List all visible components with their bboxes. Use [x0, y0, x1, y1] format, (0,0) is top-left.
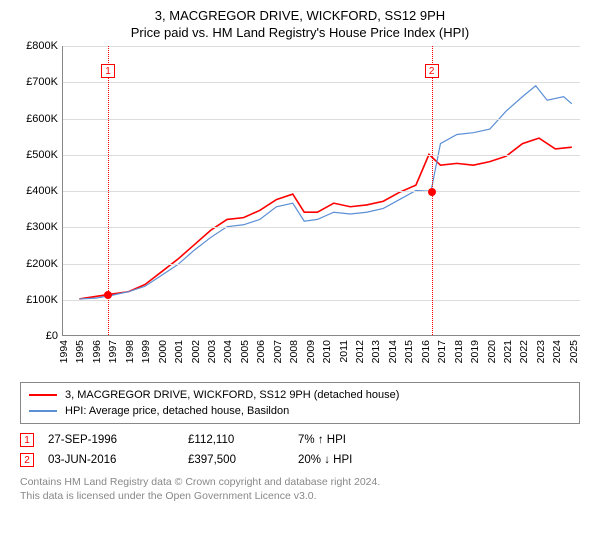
x-tick-label: 1997 [107, 340, 119, 363]
y-tick-label: £400K [26, 185, 58, 197]
event-pct-vs-hpi: 20% ↓ HPI [298, 454, 580, 466]
footnote-line-2: This data is licensed under the Open Gov… [20, 490, 580, 504]
x-tick-label: 2013 [370, 340, 382, 363]
event-date: 27-SEP-1996 [48, 434, 188, 446]
x-tick-label: 2000 [157, 340, 169, 363]
x-tick-label: 2005 [239, 340, 251, 363]
y-tick-label: £600K [26, 113, 58, 125]
x-tick-label: 2006 [255, 340, 267, 363]
events-table: 1 27-SEP-1996£112,1107% ↑ HPI 2 03-JUN-2016… [20, 430, 580, 470]
x-tick-label: 2023 [535, 340, 547, 363]
legend-row: 3, MACGREGOR DRIVE, WICKFORD, SS12 9PH (… [29, 387, 571, 403]
footnote: Contains HM Land Registry data © Crown c… [20, 476, 580, 503]
legend-label: HPI: Average price, detached house, Basi… [65, 405, 289, 417]
title-line-2: Price paid vs. HM Land Registry's House … [8, 25, 592, 40]
x-tick-label: 1996 [91, 340, 103, 363]
x-tick-label: 2020 [486, 340, 498, 363]
legend-swatch [29, 394, 57, 396]
x-tick-label: 2001 [173, 340, 185, 363]
event-number-box: 1 [20, 433, 34, 447]
x-tick-label: 2015 [403, 340, 415, 363]
gridline [63, 300, 580, 301]
x-tick-label: 1999 [140, 340, 152, 363]
x-tick-label: 2021 [502, 340, 514, 363]
event-number-box: 2 [20, 453, 34, 467]
gridline [63, 82, 580, 83]
chart-container: £0£100K£200K£300K£400K£500K£600K£700K£80… [20, 46, 580, 376]
y-tick-label: £700K [26, 76, 58, 88]
x-tick-label: 2019 [469, 340, 481, 363]
event-marker-box: 2 [425, 64, 439, 78]
event-marker-dot [428, 188, 436, 196]
event-table-row: 1 27-SEP-1996£112,1107% ↑ HPI [20, 430, 580, 450]
y-tick-label: £200K [26, 258, 58, 270]
y-tick-label: £0 [46, 330, 58, 342]
x-tick-label: 1994 [58, 340, 70, 363]
legend-box: 3, MACGREGOR DRIVE, WICKFORD, SS12 9PH (… [20, 382, 580, 424]
x-tick-label: 2024 [551, 340, 563, 363]
x-tick-label: 2017 [436, 340, 448, 363]
y-tick-label: £500K [26, 149, 58, 161]
gridline [63, 46, 580, 47]
legend-swatch [29, 410, 57, 412]
x-tick-label: 2011 [338, 340, 350, 363]
x-tick-label: 1998 [124, 340, 136, 363]
x-tick-label: 2007 [272, 340, 284, 363]
legend-label: 3, MACGREGOR DRIVE, WICKFORD, SS12 9PH (… [65, 389, 399, 401]
x-axis: 1994199519961997199819992000200120022003… [62, 336, 580, 376]
event-price: £397,500 [188, 454, 298, 466]
y-axis: £0£100K£200K£300K£400K£500K£600K£700K£80… [20, 46, 62, 336]
x-tick-label: 2002 [190, 340, 202, 363]
x-tick-label: 2012 [354, 340, 366, 363]
gridline [63, 191, 580, 192]
y-tick-label: £300K [26, 221, 58, 233]
gridline [63, 227, 580, 228]
event-marker-dot [104, 291, 112, 299]
x-tick-label: 1995 [74, 340, 86, 363]
y-tick-label: £800K [26, 40, 58, 52]
x-tick-label: 2025 [568, 340, 580, 363]
chart-title-block: 3, MACGREGOR DRIVE, WICKFORD, SS12 9PH P… [8, 8, 592, 40]
gridline [63, 119, 580, 120]
x-tick-label: 2014 [387, 340, 399, 363]
plot-area: 12 [62, 46, 580, 336]
x-tick-label: 2008 [288, 340, 300, 363]
event-pct-vs-hpi: 7% ↑ HPI [298, 434, 580, 446]
x-tick-label: 2009 [305, 340, 317, 363]
series-line-price_paid [79, 138, 571, 299]
x-tick-label: 2018 [453, 340, 465, 363]
y-tick-label: £100K [26, 294, 58, 306]
x-tick-label: 2003 [206, 340, 218, 363]
title-line-1: 3, MACGREGOR DRIVE, WICKFORD, SS12 9PH [8, 8, 592, 23]
event-marker-box: 1 [101, 64, 115, 78]
x-tick-label: 2004 [222, 340, 234, 363]
gridline [63, 264, 580, 265]
x-tick-label: 2022 [518, 340, 530, 363]
event-date: 03-JUN-2016 [48, 454, 188, 466]
event-price: £112,110 [188, 434, 298, 446]
x-tick-label: 2016 [420, 340, 432, 363]
gridline [63, 155, 580, 156]
x-tick-label: 2010 [321, 340, 333, 363]
legend-row: HPI: Average price, detached house, Basi… [29, 403, 571, 419]
footnote-line-1: Contains HM Land Registry data © Crown c… [20, 476, 580, 490]
event-table-row: 2 03-JUN-2016£397,50020% ↓ HPI [20, 450, 580, 470]
